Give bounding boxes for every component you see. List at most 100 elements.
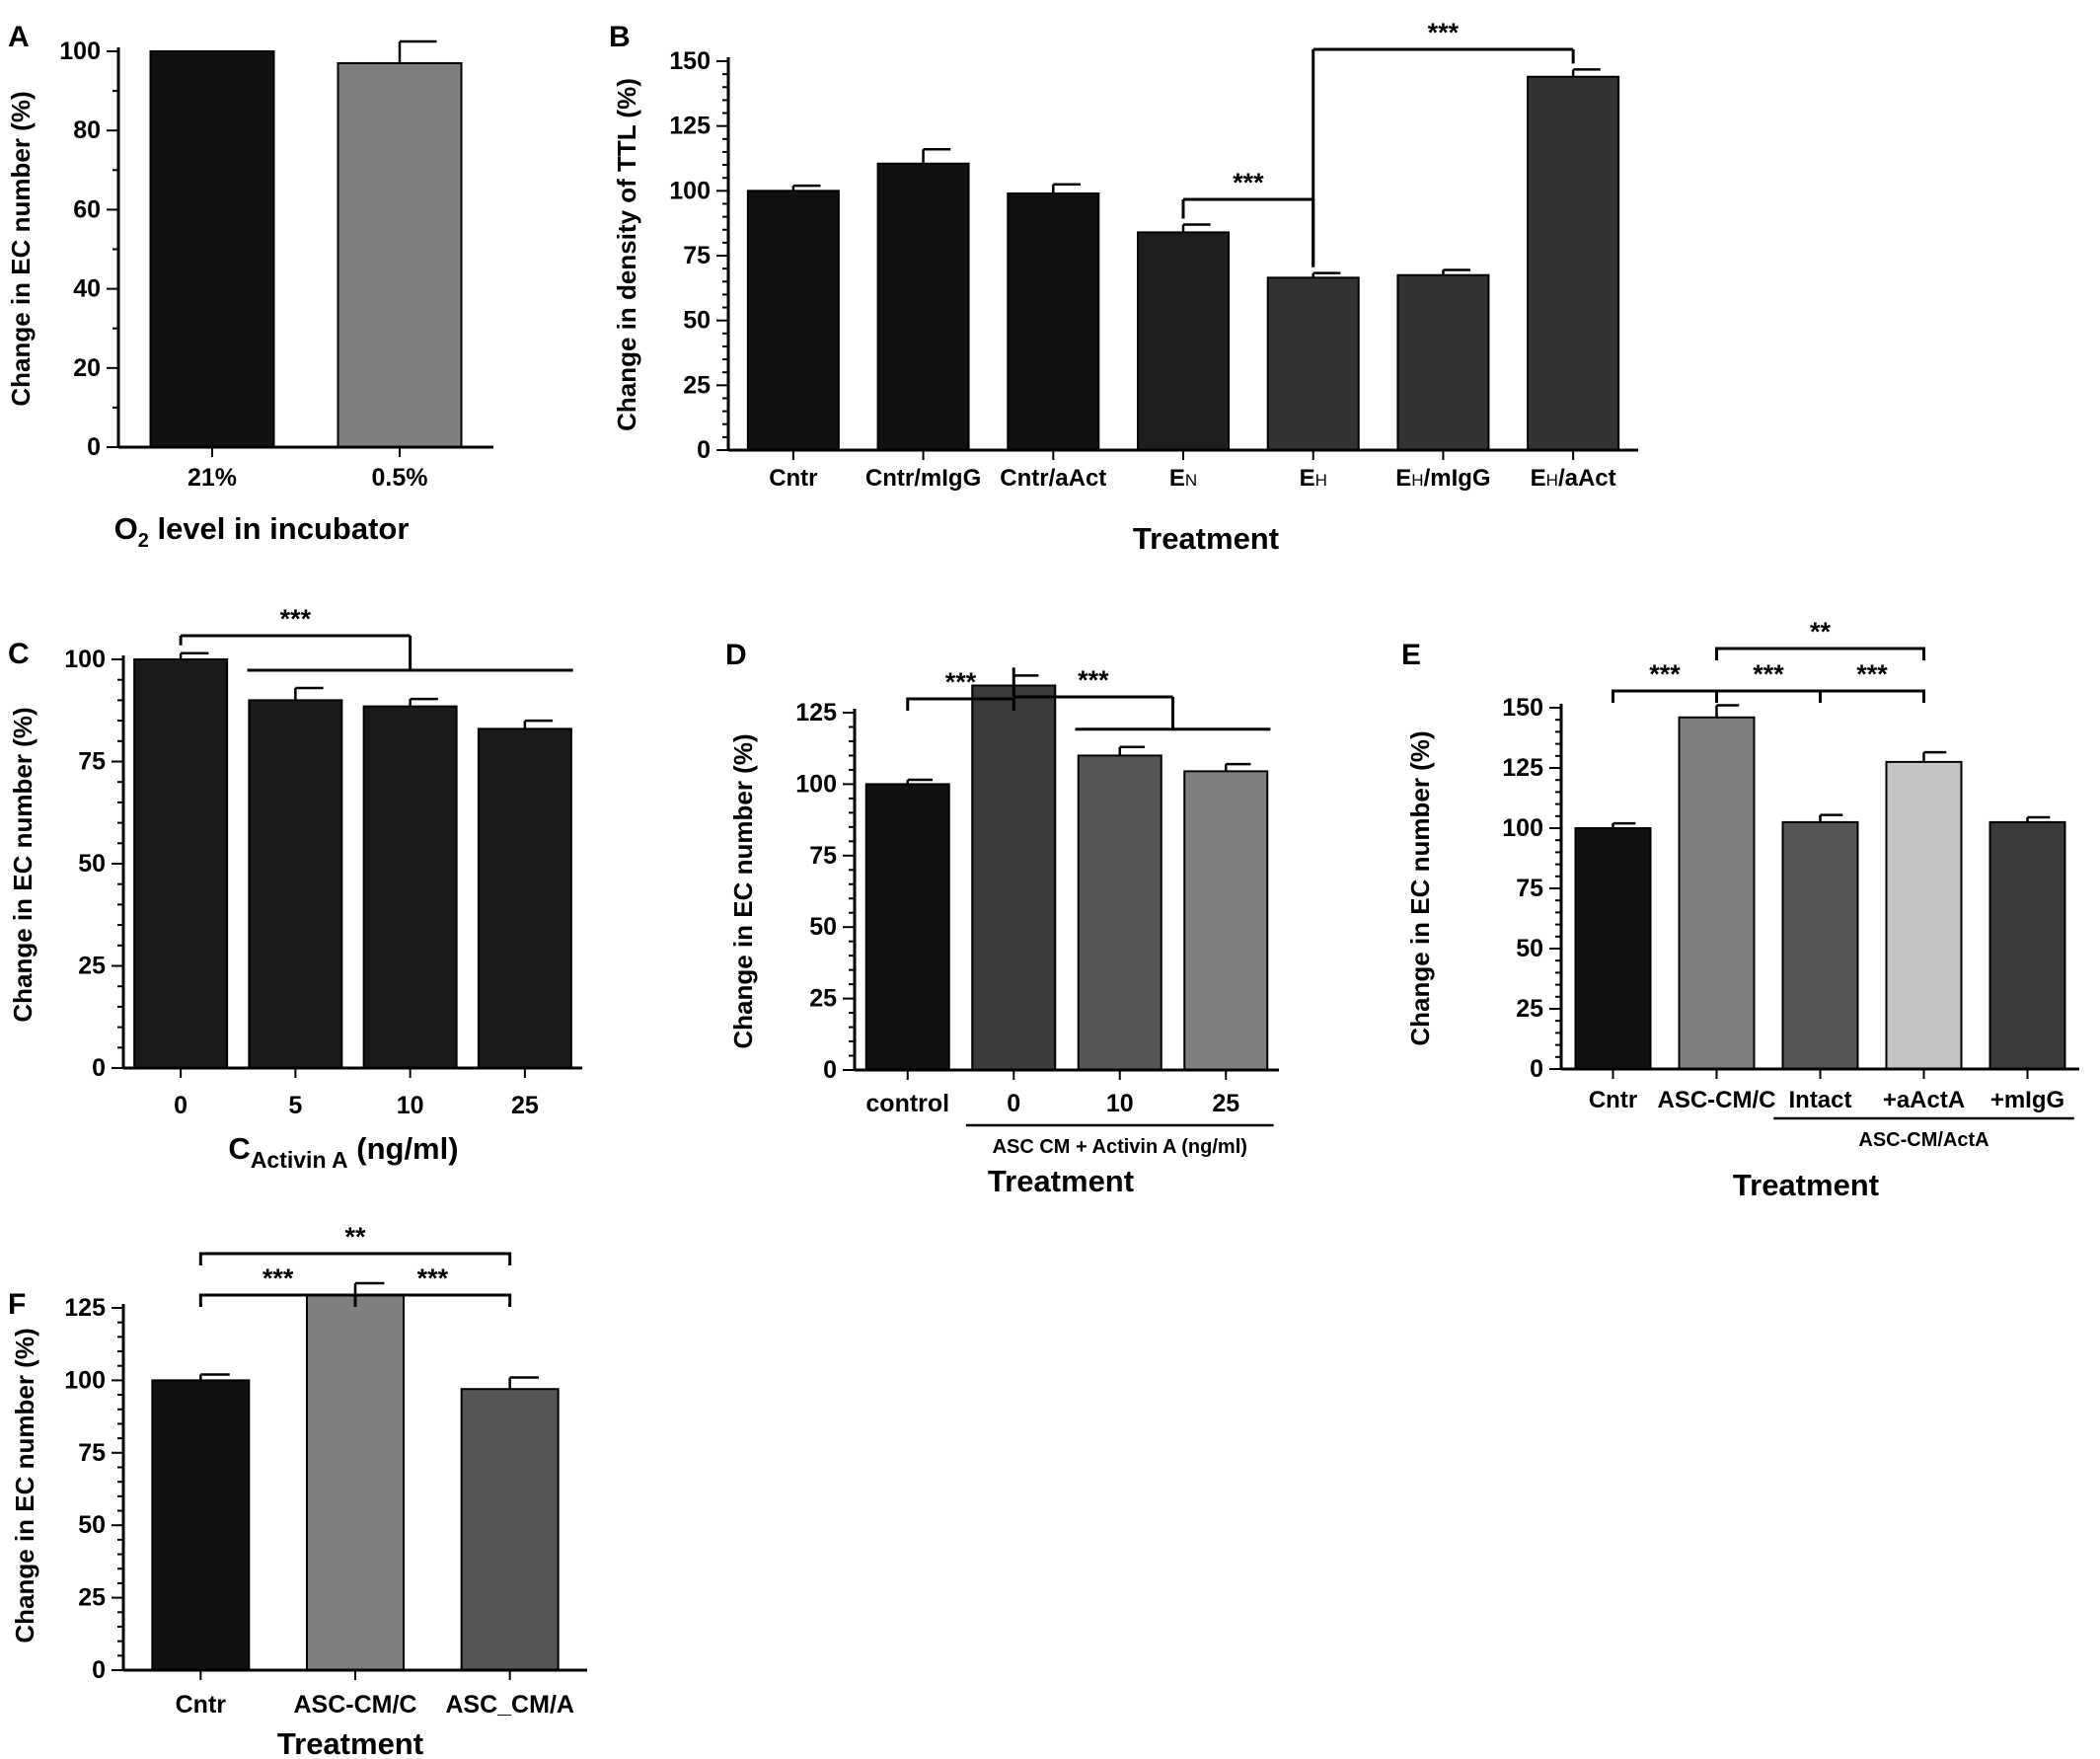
panel-e-group-label: ASC-CM/ActA: [1858, 1129, 1988, 1151]
panel-f-ytick-3: 75: [78, 1439, 106, 1467]
panel-a-ytick-2: 40: [73, 275, 101, 303]
panel-e-error-bar-0: [1612, 821, 1636, 828]
panel-f-bar-0: [151, 1379, 251, 1672]
panel-e-significance-0: ***: [1612, 659, 1718, 703]
panel-d-xtick-1: 0: [1007, 1090, 1020, 1117]
panel-c-xlabel: CActivin A (ng/ml): [228, 1131, 458, 1173]
panel-c-xtick-1: 5: [288, 1092, 302, 1119]
panel-e-xlabel: Treatment: [1733, 1168, 1879, 1202]
panel-c-label: C: [8, 638, 30, 670]
panel-c-ytick-4: 100: [64, 646, 106, 673]
panel-b-bar-6: [1527, 75, 1620, 451]
panel-d-error-bar-3: [1225, 762, 1251, 772]
panel-a-ytick-4: 80: [73, 116, 101, 144]
panel-b-ytick-1: 25: [683, 371, 711, 399]
panel-b-bar-5: [1396, 273, 1490, 452]
panel-b-ytick-5: 125: [669, 113, 711, 140]
panel-c-ytick-1: 25: [78, 953, 106, 980]
panel-e-ytick-4: 100: [1502, 814, 1543, 842]
panel-e-xtick-2: Intact: [1788, 1087, 1851, 1113]
panel-c-ytick-0: 0: [92, 1054, 106, 1082]
panel-c-ylabel: Change in EC number (%): [8, 707, 38, 1022]
panel-f-ylabel: Change in EC number (%): [10, 1328, 39, 1643]
panel-e-ytick-6: 150: [1502, 694, 1543, 722]
panel-e-bar-2: [1781, 820, 1859, 1071]
panel-e-bar-3: [1885, 760, 1963, 1071]
panel-b: B 0 25 50 75 100 125 150 Cntr Cntr/mIgG Cntr/aAct E…: [609, 18, 1638, 556]
panel-f-ytick-4: 100: [64, 1366, 106, 1394]
panel-d-error-bar-1: [1012, 674, 1039, 686]
panel-f-ytick-2: 50: [78, 1511, 106, 1539]
panel-a-ytick-5: 100: [59, 38, 101, 65]
panel-d-group-label: ASC CM + Activin A (ng/ml): [993, 1136, 1247, 1158]
panel-c-ytick-2: 50: [78, 850, 106, 878]
panel-c-xtick-0: 0: [174, 1092, 188, 1119]
panel-a-xlabel: O2 level in incubator: [114, 511, 410, 552]
svg-text:***: ***: [1856, 659, 1888, 689]
panel-b-bar-1: [876, 162, 970, 451]
panel-e-ytick-0: 0: [1530, 1055, 1543, 1083]
panel-e-label: E: [1401, 639, 1421, 671]
panel-e-ytick-1: 25: [1516, 995, 1543, 1023]
panel-d-xtick-2: 10: [1106, 1090, 1134, 1117]
panel-e-ylabel: Change in EC number (%): [1405, 730, 1435, 1045]
svg-text:**: **: [344, 1222, 366, 1252]
panel-f-xtick-1: ASC-CM/C: [294, 1691, 417, 1719]
panel-f-label: F: [8, 1288, 26, 1321]
panel-d-bar-1: [971, 684, 1057, 1071]
panel-f-significance-1: ***: [353, 1263, 512, 1307]
panel-d-ytick-1: 25: [809, 985, 837, 1013]
panel-b-xtick-4: EH: [1300, 465, 1327, 492]
panel-e: E 0 25 50 75 100 125 150 Cntr ASC-CM/C Intact +aAct…: [1401, 617, 2079, 1202]
svg-text:***: ***: [1233, 168, 1264, 197]
panel-a-ytick-3: 60: [73, 195, 101, 223]
svg-text:**: **: [1810, 617, 1832, 647]
panel-f: F 0 25 50 75 100 125 Cntr ASC-CM/C ASC_CM/A Change…: [8, 1222, 587, 1759]
panel-b-error-bar-5: [1442, 268, 1471, 275]
panel-c-error-bar-2: [409, 697, 438, 707]
panel-b-xlabel: Treatment: [1133, 521, 1279, 556]
panel-f-error-bar-0: [199, 1373, 230, 1381]
panel-b-ytick-0: 0: [697, 436, 711, 464]
panel-d-ytick-4: 100: [795, 770, 837, 798]
panel-c-error-bar-1: [294, 686, 324, 701]
panel-a-label: A: [8, 21, 30, 53]
panel-d-significance-1: ***: [1012, 665, 1271, 731]
panel-c-error-bar-0: [179, 651, 209, 659]
panel-a: A 0 20 40 60 80 100 21% 0.5% Change in EC number …: [6, 21, 493, 552]
panel-d-error-bar-0: [906, 778, 933, 785]
panel-d-bar-0: [864, 783, 950, 1072]
panel-b-xtick-3: EN: [1169, 465, 1197, 492]
panel-d-xtick-3: 25: [1212, 1090, 1239, 1117]
panel-f-ytick-5: 125: [64, 1294, 106, 1322]
panel-d-ytick-3: 75: [809, 842, 837, 870]
panel-b-ytick-3: 75: [683, 242, 711, 269]
panel-f-ytick-1: 25: [78, 1584, 106, 1612]
svg-text:***: ***: [262, 1263, 294, 1293]
panel-b-xtick-2: Cntr/aAct: [1000, 465, 1106, 492]
panel-c-significance-0: ***: [179, 604, 573, 672]
panel-b-ylabel: Change in density of TTL (%): [612, 78, 641, 431]
panel-e-error-bar-4: [2026, 815, 2051, 822]
panel-b-bar-4: [1266, 276, 1360, 451]
panel-b-error-bar-1: [922, 148, 951, 164]
panel-b-xtick-0: Cntr: [769, 465, 817, 492]
svg-text:***: ***: [1753, 659, 1784, 689]
panel-e-significance-1: ***: [1715, 659, 1822, 703]
panel-c-xtick-3: 25: [511, 1092, 539, 1119]
panel-d-significance-0: ***: [906, 667, 1015, 711]
panel-c: C 0 25 50 75 100 0 5 10 25 Change in EC number (%)…: [8, 604, 582, 1173]
panel-f-error-bar-1: [353, 1281, 385, 1295]
panel-c-xtick-2: 10: [397, 1092, 424, 1119]
panel-c-bar-0: [133, 658, 229, 1069]
panel-b-error-bar-6: [1571, 68, 1601, 77]
panel-e-ytick-5: 125: [1502, 754, 1543, 782]
panel-f-bar-2: [460, 1388, 560, 1671]
panel-a-bar-0: [149, 50, 275, 448]
panel-e-bar-4: [1988, 820, 2066, 1071]
panel-a-error-bar-1: [398, 39, 437, 64]
panel-e-xtick-1: ASC-CM/C: [1658, 1087, 1776, 1113]
svg-text:***: ***: [417, 1263, 449, 1293]
panel-f-xlabel: Treatment: [277, 1726, 423, 1759]
